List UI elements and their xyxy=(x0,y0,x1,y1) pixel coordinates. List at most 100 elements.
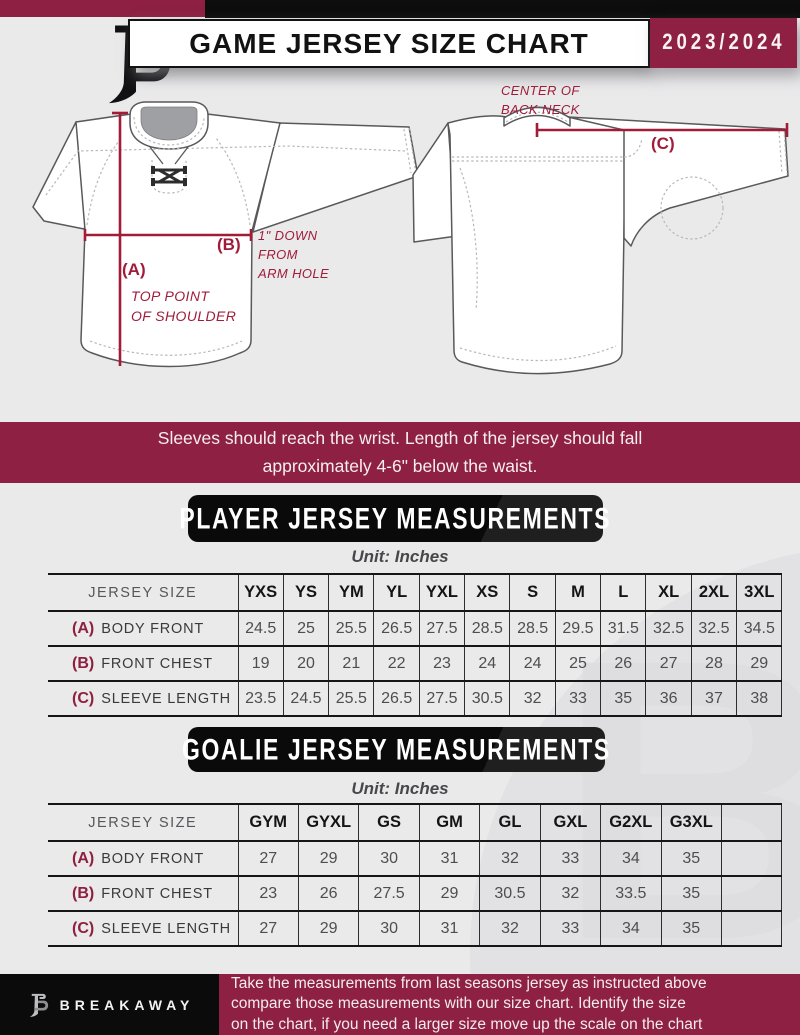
table-cell: 32 xyxy=(509,680,556,717)
column-header: YM xyxy=(328,573,374,612)
footer-brand-block: BREAKAWAY xyxy=(0,974,219,1035)
row-label: (C) SLEEVE LENGTH xyxy=(48,680,238,717)
table-cell: 27 xyxy=(645,645,692,682)
table-cell: 26 xyxy=(600,645,646,682)
table-cell: 32.5 xyxy=(645,610,692,647)
table-cell: 26 xyxy=(297,875,359,912)
column-header: YXS xyxy=(237,573,284,612)
row-label: (A) BODY FRONT xyxy=(48,610,238,647)
table-cell: 25.5 xyxy=(328,680,374,717)
player-unit-label: Unit: Inches xyxy=(351,547,449,566)
table-cell: 35 xyxy=(660,910,722,947)
page-title-text: GAME JERSEY SIZE CHART xyxy=(189,27,589,59)
column-header: S xyxy=(509,573,556,612)
table-cell: 32 xyxy=(479,910,541,947)
column-header: GM xyxy=(418,803,480,842)
column-header: G3XL xyxy=(660,803,722,842)
goalie-section-title: GOALIE JERSEY MEASUREMENTS xyxy=(182,732,611,766)
table-cell: 22 xyxy=(373,645,420,682)
table-cell: 32.5 xyxy=(690,610,737,647)
table-cell: 24 xyxy=(464,645,510,682)
table-cell: 29 xyxy=(297,910,359,947)
a-note: TOP POINT OF SHOULDER xyxy=(131,288,237,325)
row-label: (B) FRONT CHEST xyxy=(48,875,238,912)
table-cell: 27.5 xyxy=(358,875,420,912)
goalie-measurements-table: JERSEY SIZE GYM GYXL GS GM GL GXL G2XL G3XL (A) BO… xyxy=(48,803,783,947)
table-cell: 25.5 xyxy=(328,610,374,647)
table-cell: 27.5 xyxy=(418,610,465,647)
table-cell: 38 xyxy=(736,680,783,717)
front-jersey-diagram xyxy=(32,101,419,368)
size-header-cell: JERSEY SIZE xyxy=(48,573,238,612)
row-label: (A) BODY FRONT xyxy=(48,840,238,877)
table-cell: 29 xyxy=(418,875,480,912)
table-row: (B) FRONT CHEST 19 20 21 22 23 24 24 25 26 27 28 29 xyxy=(48,645,783,682)
table-cell: 29 xyxy=(736,645,783,682)
table-cell: 30 xyxy=(358,910,420,947)
table-cell: 32 xyxy=(479,840,541,877)
season-badge: 2023/2024 xyxy=(650,18,797,68)
table-cell: 27 xyxy=(237,910,299,947)
column-header: G2XL xyxy=(600,803,662,842)
fit-guideline-banner: Sleeves should reach the wrist. Length o… xyxy=(0,422,800,483)
table-cell: 29 xyxy=(297,840,359,877)
table-cell: 29.5 xyxy=(554,610,601,647)
table-cell xyxy=(720,875,783,912)
table-cell: 23 xyxy=(418,645,465,682)
table-cell: 36 xyxy=(645,680,692,717)
player-measurements-table: JERSEY SIZE YXS YS YM YL YXL XS S M L XL 2XL 3XL (A) B… xyxy=(48,573,783,717)
table-cell xyxy=(720,840,783,877)
table-cell: 19 xyxy=(237,645,284,682)
column-header: YXL xyxy=(418,573,465,612)
season-text: 2023/2024 xyxy=(661,30,786,55)
table-row: (B) FRONT CHEST 23 26 27.5 29 30.5 32 33.5 35 xyxy=(48,875,783,912)
table-cell: 30 xyxy=(358,840,420,877)
table-cell: 25 xyxy=(282,610,329,647)
table-cell: 34 xyxy=(600,840,662,877)
table-cell: 28 xyxy=(690,645,737,682)
table-cell: 31.5 xyxy=(600,610,646,647)
table-cell: 21 xyxy=(328,645,374,682)
table-cell: 34.5 xyxy=(736,610,783,647)
page-title: GAME JERSEY SIZE CHART xyxy=(128,19,650,68)
table-cell: 33 xyxy=(539,910,601,947)
column-header: 3XL xyxy=(736,573,783,612)
table-cell: 32 xyxy=(539,875,601,912)
header-maroon-strip xyxy=(0,0,205,17)
column-header: YL xyxy=(373,573,420,612)
table-cell: 34 xyxy=(600,910,662,947)
table-cell: 30.5 xyxy=(464,680,510,717)
table-cell: 24 xyxy=(509,645,556,682)
goalie-unit-label: Unit: Inches xyxy=(351,779,449,798)
table-cell: 31 xyxy=(418,840,480,877)
header-black-bar xyxy=(205,0,800,18)
table-cell: 28.5 xyxy=(464,610,510,647)
table-cell: 24.5 xyxy=(282,680,329,717)
table-cell: 27.5 xyxy=(418,680,465,717)
table-cell: 23.5 xyxy=(237,680,284,717)
size-header-cell: JERSEY SIZE xyxy=(48,803,238,842)
table-cell: 28.5 xyxy=(509,610,556,647)
column-header: GYM xyxy=(237,803,299,842)
row-label: (C) SLEEVE LENGTH xyxy=(48,910,238,947)
table-row: (A) BODY FRONT 27 29 30 31 32 33 34 35 xyxy=(48,840,783,877)
center-back-neck-note: CENTER OF BACK NECK xyxy=(501,83,580,117)
table-cell: 27 xyxy=(237,840,299,877)
column-header: XL xyxy=(645,573,692,612)
table-cell: 35 xyxy=(600,680,646,717)
table-cell: 33 xyxy=(554,680,601,717)
back-jersey-diagram xyxy=(412,106,789,375)
table-row: (C) SLEEVE LENGTH 27 29 30 31 32 33 34 35 xyxy=(48,910,783,947)
column-header: M xyxy=(554,573,601,612)
footer-brand-name: BREAKAWAY xyxy=(59,996,195,1013)
footer-instructions-text: Take the measurements from last seasons … xyxy=(231,975,707,1033)
table-cell: 23 xyxy=(237,875,299,912)
b-key-label: (B) xyxy=(217,235,241,254)
table-cell: 25 xyxy=(554,645,601,682)
table-row: (A) BODY FRONT 24.5 25 25.5 26.5 27.5 28.5 28.5 2… xyxy=(48,610,783,647)
column-header: GYXL xyxy=(297,803,359,842)
column-header: GS xyxy=(358,803,420,842)
goalie-section-header: GOALIE JERSEY MEASUREMENTS xyxy=(182,727,609,772)
table-cell: 35 xyxy=(660,875,722,912)
player-section-header: PLAYER JERSEY MEASUREMENTS xyxy=(180,495,610,542)
